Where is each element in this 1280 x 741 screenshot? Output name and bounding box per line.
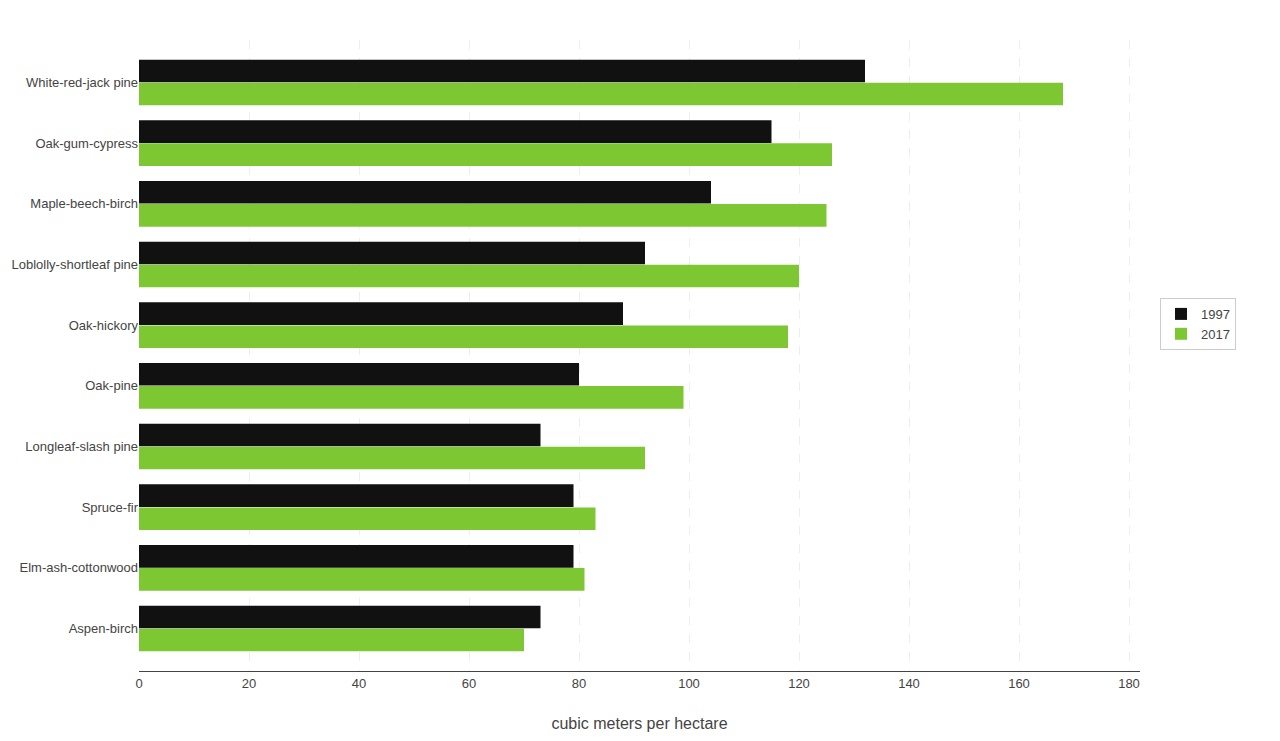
- svg-text:Oak-hickory: Oak-hickory: [69, 318, 139, 333]
- svg-text:cubic meters per hectare: cubic meters per hectare: [551, 715, 727, 732]
- svg-text:Loblolly-shortleaf pine: Loblolly-shortleaf pine: [12, 257, 138, 272]
- svg-text:Oak-gum-cypress: Oak-gum-cypress: [35, 136, 138, 151]
- svg-text:160: 160: [1008, 676, 1030, 691]
- svg-text:180: 180: [1118, 676, 1140, 691]
- svg-text:100: 100: [678, 676, 700, 691]
- svg-text:Oak-pine: Oak-pine: [85, 378, 138, 393]
- svg-text:20: 20: [242, 676, 256, 691]
- svg-text:60: 60: [462, 676, 476, 691]
- svg-text:0: 0: [135, 676, 142, 691]
- svg-text:Aspen-birch: Aspen-birch: [69, 621, 138, 636]
- svg-text:Elm-ash-cottonwood: Elm-ash-cottonwood: [20, 560, 139, 575]
- svg-text:Maple-beech-birch: Maple-beech-birch: [30, 196, 138, 211]
- svg-text:1997: 1997: [1201, 307, 1230, 322]
- svg-text:Longleaf-slash pine: Longleaf-slash pine: [25, 439, 138, 454]
- svg-text:White-red-jack pine: White-red-jack pine: [26, 75, 138, 90]
- svg-text:140: 140: [898, 676, 920, 691]
- svg-text:40: 40: [352, 676, 366, 691]
- svg-text:120: 120: [788, 676, 810, 691]
- svg-text:2017: 2017: [1201, 327, 1230, 342]
- svg-text:80: 80: [572, 676, 586, 691]
- svg-text:Spruce-fir: Spruce-fir: [82, 500, 139, 515]
